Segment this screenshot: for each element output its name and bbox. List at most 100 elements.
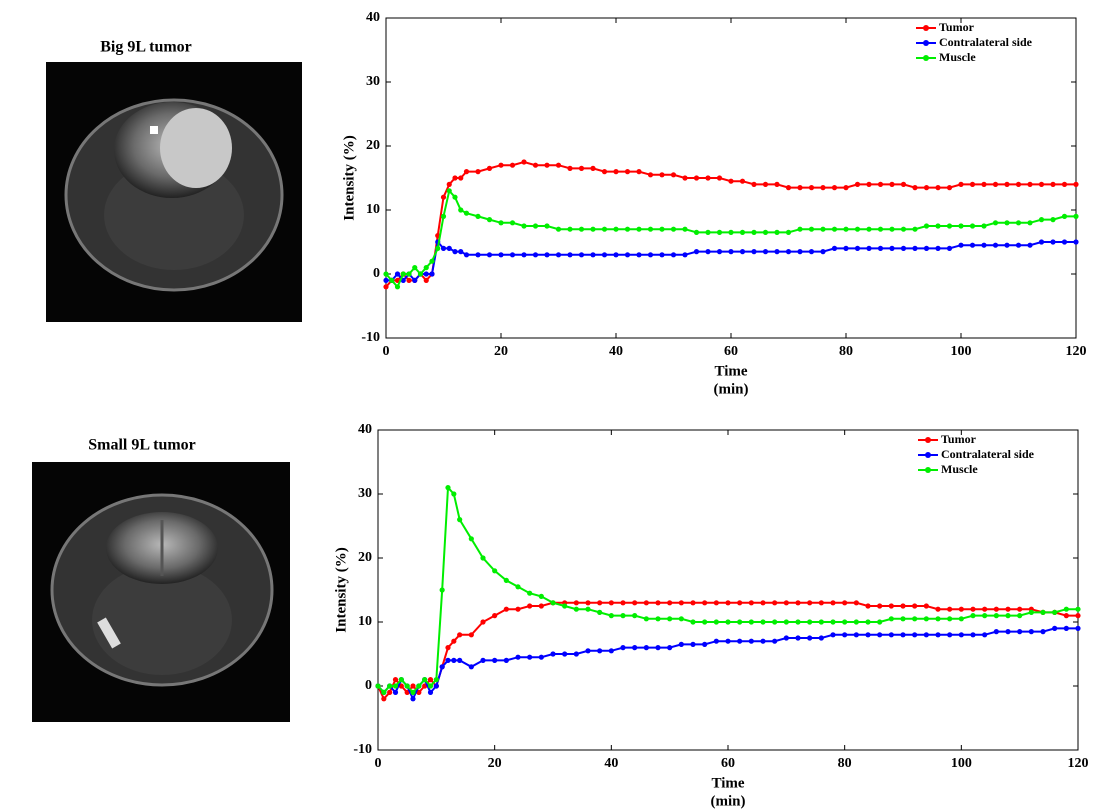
data-point — [982, 613, 988, 619]
data-point — [632, 600, 638, 606]
data-point — [457, 632, 463, 638]
legend-label: Muscle — [941, 462, 978, 476]
legend-label: Tumor — [941, 432, 977, 446]
data-point — [877, 632, 883, 638]
data-point — [772, 600, 778, 606]
data-point — [785, 249, 792, 255]
data-point — [375, 683, 381, 689]
data-point — [797, 185, 803, 191]
data-point — [458, 207, 464, 213]
data-point — [865, 632, 871, 638]
data-point — [1038, 181, 1045, 187]
data-point — [748, 638, 754, 644]
data-point — [597, 600, 603, 606]
legend-label: Muscle — [939, 50, 976, 64]
data-point — [739, 229, 746, 235]
data-point — [702, 619, 708, 625]
data-point — [877, 245, 884, 251]
data-point — [1015, 181, 1022, 187]
data-point — [613, 252, 619, 258]
x-tick-label: 40 — [609, 344, 623, 359]
data-point — [521, 223, 527, 229]
legend-label: Contralateral side — [941, 447, 1035, 461]
data-point — [509, 162, 516, 168]
data-point — [394, 271, 401, 277]
data-point — [923, 632, 929, 638]
data-point — [667, 616, 673, 622]
data-point — [416, 683, 422, 689]
y-tick-label: -10 — [361, 330, 380, 345]
data-point — [981, 181, 987, 187]
data-point — [400, 271, 406, 277]
data-point — [423, 265, 429, 271]
data-point — [888, 616, 894, 622]
data-point — [620, 645, 626, 651]
data-point — [590, 252, 596, 258]
data-point — [410, 689, 416, 696]
data-point — [1005, 613, 1011, 619]
data-point — [643, 600, 649, 606]
x-axis-label: (min) — [714, 381, 749, 397]
x-tick-label: 120 — [1068, 756, 1089, 771]
data-point — [480, 619, 486, 625]
data-point — [498, 220, 504, 226]
data-point — [480, 657, 486, 664]
data-point — [970, 632, 976, 638]
data-point — [544, 162, 550, 168]
data-point — [1063, 606, 1069, 612]
data-point — [877, 181, 884, 187]
data-point — [538, 593, 544, 600]
data-point — [946, 185, 953, 191]
data-point — [912, 632, 918, 638]
data-point — [1052, 609, 1058, 616]
data-point — [1004, 220, 1010, 226]
data-point — [433, 677, 439, 683]
data-point — [573, 600, 579, 606]
data-point — [912, 185, 918, 191]
data-point — [702, 641, 708, 648]
data-point — [670, 252, 677, 258]
data-point — [831, 226, 838, 232]
data-point — [613, 226, 619, 232]
data-point — [659, 172, 665, 178]
legend-marker — [923, 40, 929, 46]
data-point — [608, 613, 614, 619]
data-point — [785, 185, 792, 191]
data-point — [807, 619, 813, 625]
data-point — [843, 245, 849, 251]
data-point — [427, 677, 434, 683]
data-point — [969, 223, 976, 229]
data-point — [452, 194, 458, 200]
data-point — [728, 229, 734, 235]
data-point — [632, 645, 638, 651]
data-point — [795, 600, 801, 606]
data-point — [682, 252, 688, 258]
data-point — [643, 616, 649, 622]
data-point — [853, 600, 859, 606]
data-point — [515, 606, 521, 612]
data-point — [854, 181, 861, 187]
data-point — [398, 677, 404, 683]
data-point — [503, 577, 509, 584]
y-axis-label: Intensity (%) — [341, 135, 357, 220]
data-point — [412, 277, 418, 283]
data-point — [739, 249, 746, 255]
data-point — [808, 249, 815, 255]
x-tick-label: 60 — [721, 756, 735, 771]
data-point — [772, 619, 778, 625]
data-point — [451, 491, 457, 497]
data-point — [713, 600, 719, 606]
data-point — [678, 641, 684, 648]
data-point — [992, 181, 999, 187]
data-point — [498, 252, 504, 258]
data-point — [843, 185, 849, 191]
y-tick-label: 30 — [366, 74, 380, 89]
y-tick-label: 20 — [366, 138, 380, 153]
data-point — [762, 249, 769, 255]
data-point — [404, 683, 410, 689]
data-point — [935, 632, 941, 638]
data-point — [1015, 242, 1022, 248]
data-point — [597, 609, 603, 616]
data-point — [503, 606, 509, 612]
